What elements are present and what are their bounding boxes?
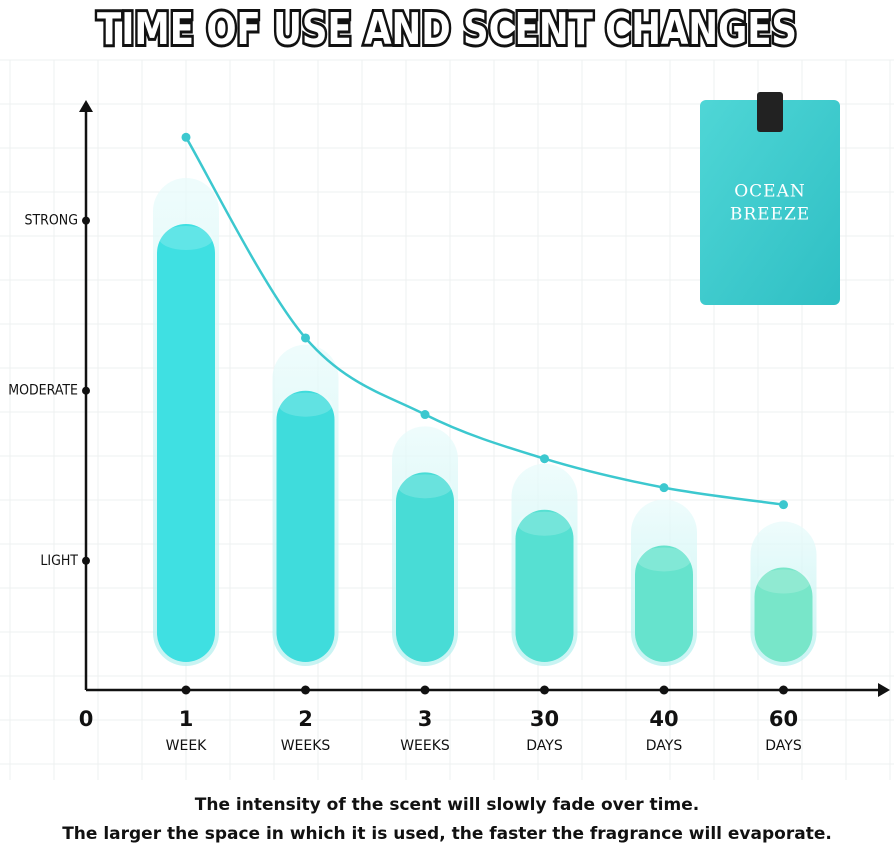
product-label: BREEZE — [730, 205, 810, 225]
origin-label: 0 — [79, 707, 94, 731]
y-tick — [82, 386, 90, 395]
chart-title: TIME OF USE AND SCENT CHANGES — [97, 4, 797, 55]
x-tick-unit: WEEKS — [400, 738, 450, 754]
product-pack — [700, 100, 840, 305]
x-tick-unit: DAYS — [526, 738, 563, 754]
bar — [157, 224, 215, 662]
bar — [396, 472, 454, 662]
y-tick — [82, 216, 90, 225]
y-tick-label: MODERATE — [8, 383, 78, 399]
x-tick — [540, 685, 549, 695]
bar — [635, 545, 693, 662]
y-tick-label: LIGHT — [40, 553, 78, 569]
trend-point — [779, 500, 788, 510]
bar-cap — [159, 226, 213, 251]
note: The intensity of the scent will slowly f… — [195, 795, 699, 815]
bar — [276, 390, 335, 662]
product-image: OCEAN BREEZE — [700, 92, 840, 305]
trend-point — [540, 454, 549, 464]
x-tick — [779, 685, 788, 695]
y-tick — [82, 556, 90, 565]
trend-point — [181, 132, 191, 142]
note: The larger the space in which it is used… — [62, 824, 832, 844]
bar — [754, 567, 813, 662]
bar-cap — [517, 511, 572, 536]
x-tick-label: 2 — [298, 707, 313, 731]
x-tick-label: 30 — [530, 707, 559, 731]
y-axis-arrow — [79, 100, 93, 112]
x-tick — [659, 685, 669, 695]
x-tick-label: 1 — [179, 707, 194, 731]
x-tick-unit: DAYS — [765, 738, 802, 754]
trend-point — [301, 333, 310, 343]
x-tick — [181, 685, 191, 695]
trend-point — [420, 410, 430, 420]
bar-cap — [637, 547, 691, 572]
x-axis-arrow — [878, 683, 890, 697]
bar-cap — [756, 569, 811, 594]
x-tick — [301, 685, 310, 695]
trend-point — [659, 483, 669, 493]
x-tick-label: 40 — [649, 707, 678, 731]
x-tick-label: 3 — [418, 707, 433, 731]
bar-cap — [398, 474, 452, 499]
y-tick-label: STRONG — [24, 213, 78, 229]
product-clip — [757, 92, 783, 132]
x-tick-label: 60 — [769, 707, 798, 731]
bar-cap — [278, 392, 333, 417]
x-tick-unit: WEEKS — [281, 738, 331, 754]
x-tick-unit: WEEK — [166, 738, 208, 754]
product-label: OCEAN — [734, 182, 806, 202]
x-tick — [420, 685, 430, 695]
x-tick-unit: DAYS — [646, 738, 683, 754]
bar — [515, 509, 574, 662]
